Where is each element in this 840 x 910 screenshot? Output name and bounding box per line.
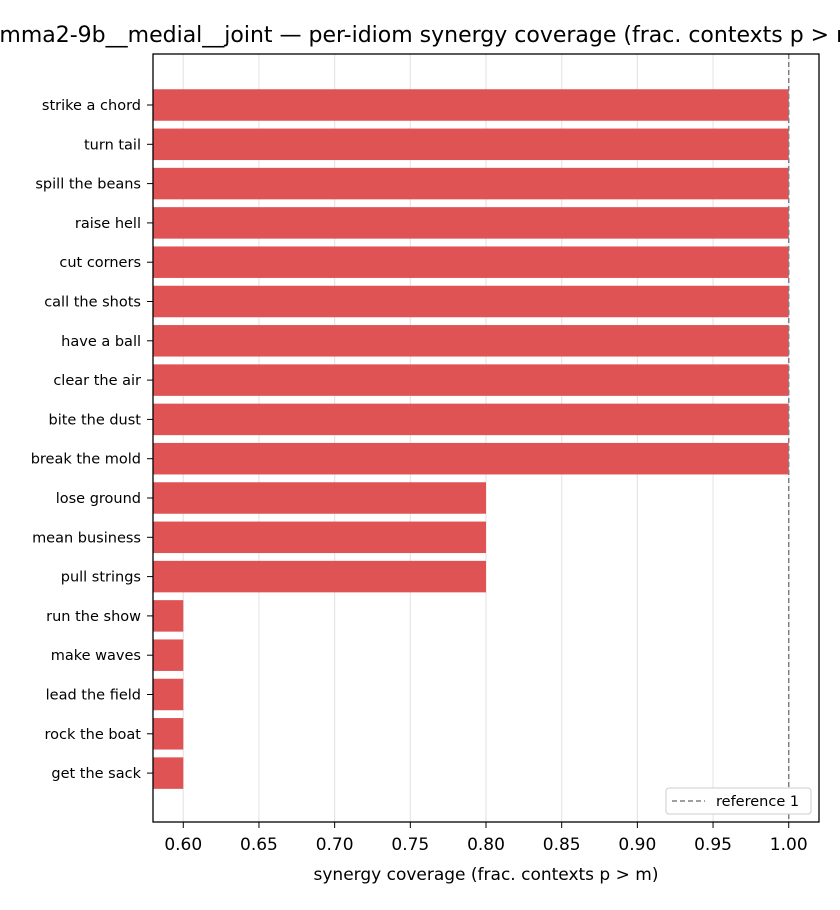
bar [153,167,789,200]
y-tick-label: cut corners [59,255,141,271]
y-tick-label: strike a chord [42,98,141,114]
bars [153,89,789,789]
x-tick-label: 0.90 [618,835,656,855]
bar [153,757,184,789]
x-tick-label: 0.95 [694,835,732,855]
bar [153,442,789,475]
bar [153,678,184,711]
x-axis-ticks: 0.60 0.65 0.70 0.75 0.80 0.85 0.90 0.95 1.00 [164,822,808,855]
y-tick-label: lose ground [56,491,141,507]
bar [153,285,789,318]
bar [153,403,789,436]
y-tick-label: break the mold [31,452,141,468]
bar [153,718,184,750]
y-tick-label: call the shots [44,295,141,311]
y-tick-label: raise hell [75,216,141,232]
y-tick-label: turn tail [84,137,141,153]
x-tick-label: 0.85 [543,835,581,855]
y-tick-label: bite the dust [49,412,142,428]
y-tick-label: spill the beans [35,177,141,193]
y-tick-label: rock the boat [44,727,141,743]
x-tick-label: 0.75 [391,835,429,855]
legend: reference 1 [665,787,812,815]
bar [153,89,789,121]
y-tick-label: clear the air [53,373,141,389]
bar [153,128,789,161]
bar [153,639,184,671]
y-tick-label: lead the field [46,688,141,704]
bar [153,246,789,278]
x-tick-label: 0.65 [240,835,278,855]
bar [153,482,486,514]
y-tick-label: mean business [32,530,141,546]
x-tick-label: 0.60 [164,835,202,855]
legend-box [665,787,812,815]
bar [153,521,486,554]
chart-title: gemma2-9b__medial__joint — per-idiom syn… [0,23,840,48]
legend-reference-label: reference 1 [716,794,799,810]
y-tick-label: pull strings [61,570,141,586]
x-tick-label: 0.80 [467,835,505,855]
y-axis-ticks: strike a chord turn tail spill the beans ra… [31,98,153,782]
x-tick-label: 0.70 [316,835,354,855]
bar [153,325,789,357]
x-tick-label: 1.00 [770,835,808,855]
bar [153,600,184,632]
x-axis-label: synergy coverage (frac. contexts p > m) [314,865,659,885]
bar [153,560,486,593]
y-tick-label: have a ball [61,334,141,350]
bar [153,207,789,239]
y-tick-label: make waves [51,648,141,664]
y-tick-label: run the show [46,609,141,625]
y-tick-label: get the sack [51,766,141,782]
bar [153,364,789,396]
